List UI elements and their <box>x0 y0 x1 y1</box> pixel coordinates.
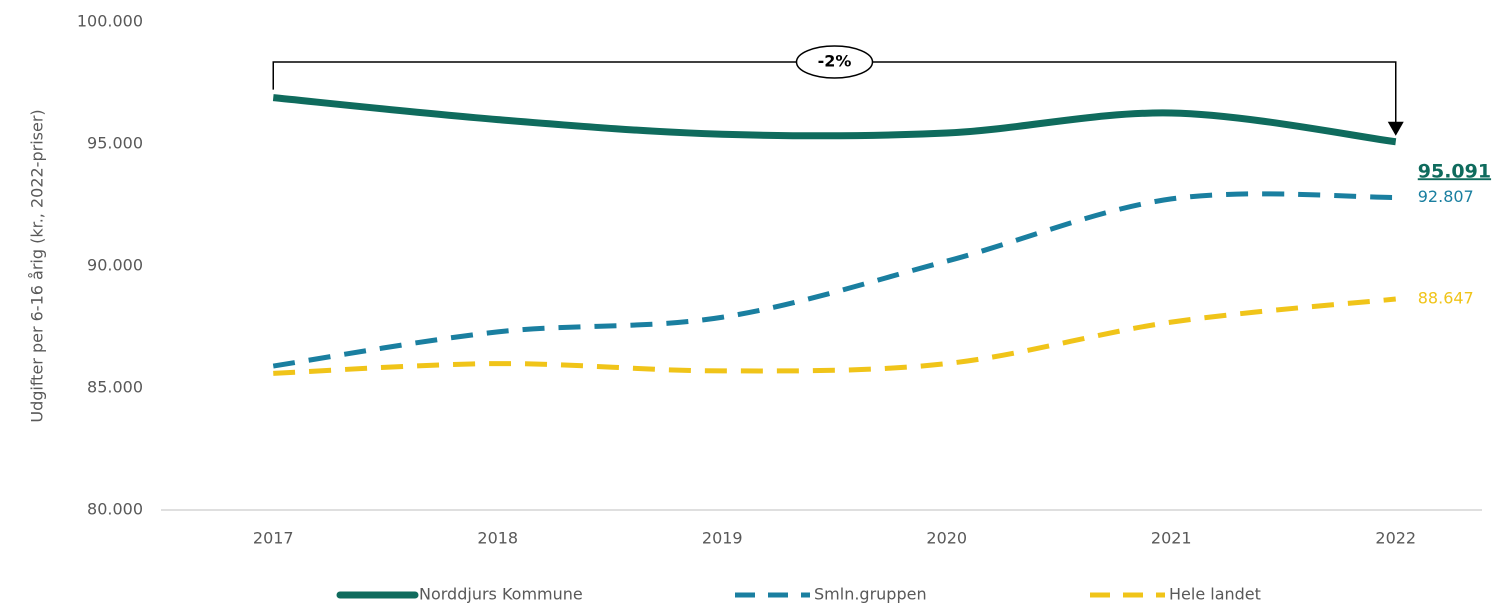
x-tick-label: 2018 <box>477 529 518 548</box>
y-tick-label: 85.000 <box>87 378 143 397</box>
value-label: 95.091 <box>1418 160 1491 182</box>
legend-label: Norddjurs Kommune <box>419 585 583 604</box>
y-tick-label: 90.000 <box>87 256 143 275</box>
annotation-arrow <box>1387 121 1404 136</box>
y-tick-label: 100.000 <box>77 12 143 31</box>
y-tick-label: 95.000 <box>87 134 143 153</box>
x-tick-label: 2017 <box>253 529 294 548</box>
x-tick-label: 2019 <box>702 529 743 548</box>
series-line <box>272 94 1397 146</box>
value-label: 92.807 <box>1418 187 1474 206</box>
value-label: 88.647 <box>1418 289 1474 308</box>
legend-label: Smln.gruppen <box>814 585 927 604</box>
legend-label: Hele landet <box>1169 585 1261 604</box>
x-tick-label: 2021 <box>1151 529 1192 548</box>
annotation-bubble <box>795 45 874 79</box>
y-axis-label: Udgifter per 6-16 årig (kr., 2022-priser… <box>28 109 47 422</box>
series-line <box>272 191 1396 369</box>
annotation-text: -2% <box>818 52 852 71</box>
series-line <box>273 296 1397 376</box>
y-tick-label: 80.000 <box>87 500 143 519</box>
x-tick-label: 2020 <box>926 529 967 548</box>
x-tick-label: 2022 <box>1375 529 1416 548</box>
